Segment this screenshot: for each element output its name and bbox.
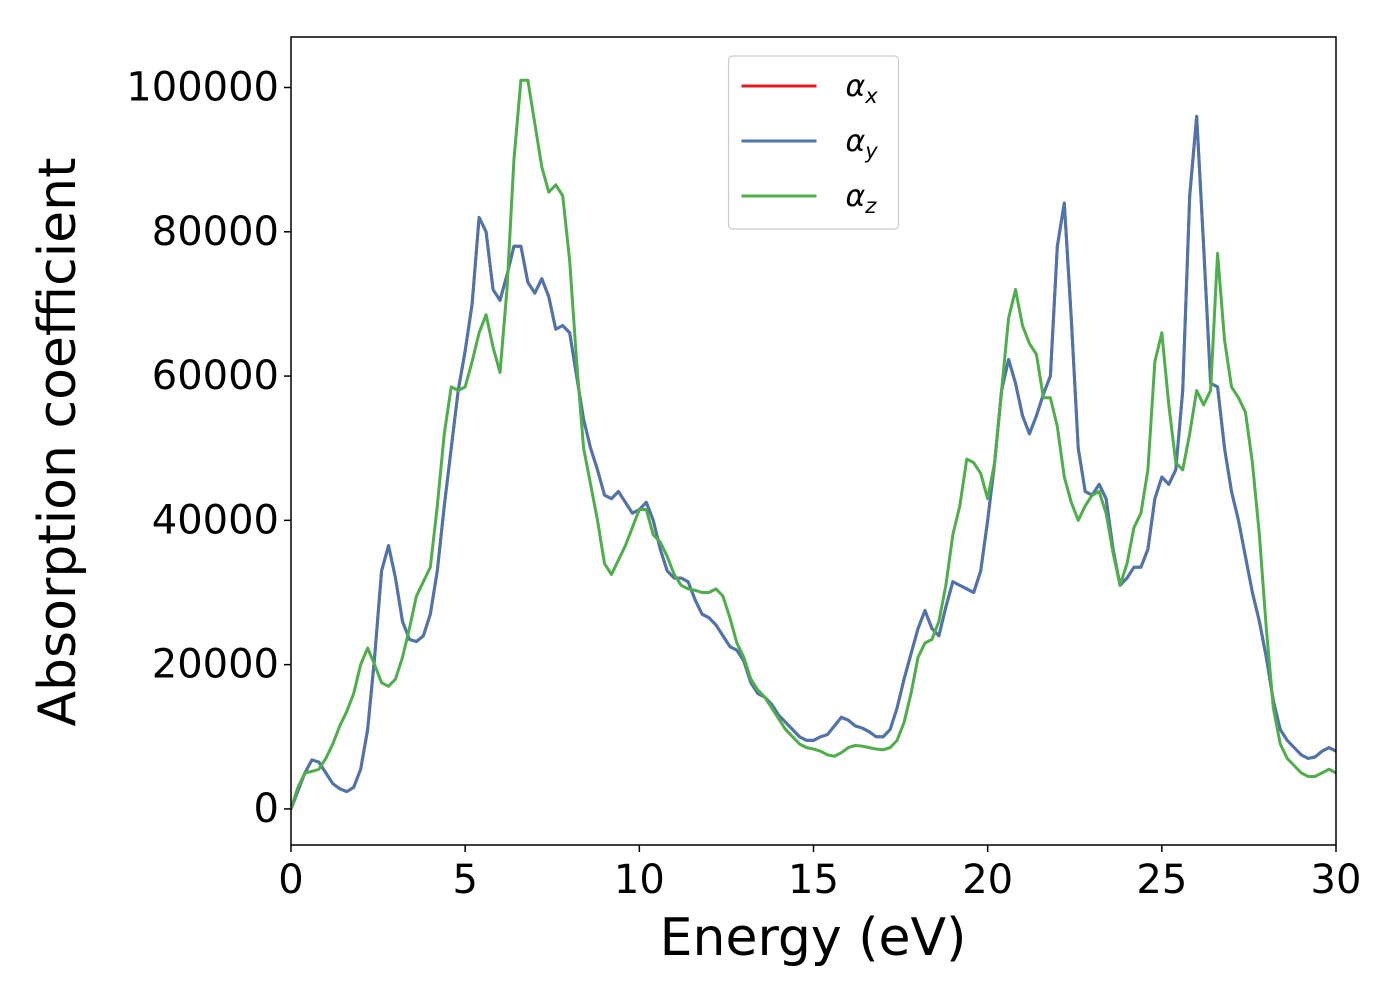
y-tick-label: 60000 — [152, 353, 279, 399]
x-tick-label: 20 — [962, 857, 1013, 903]
x-tick-label: 5 — [452, 857, 477, 903]
x-tick-label: 30 — [1311, 857, 1362, 903]
y-tick-label: 0 — [254, 786, 279, 832]
y-tick-label: 80000 — [152, 209, 279, 255]
y-tick-label: 20000 — [152, 642, 279, 688]
x-axis-label: Energy (eV) — [660, 908, 967, 968]
legend-label: αz — [846, 179, 878, 218]
legend-label: αy — [846, 124, 879, 163]
legend-label: αx — [846, 69, 879, 108]
series-line — [291, 114, 1336, 810]
x-tick-label: 0 — [278, 857, 303, 903]
y-tick-label: 40000 — [152, 497, 279, 543]
x-tick-label: 15 — [788, 857, 839, 903]
x-tick-label: 25 — [1136, 857, 1187, 903]
x-tick-label: 10 — [614, 857, 665, 903]
y-tick-label: 100000 — [126, 65, 279, 111]
plot-frame — [290, 36, 1337, 846]
y-axis-label: Absorption coefficient — [28, 157, 88, 726]
series-line — [291, 78, 1336, 810]
